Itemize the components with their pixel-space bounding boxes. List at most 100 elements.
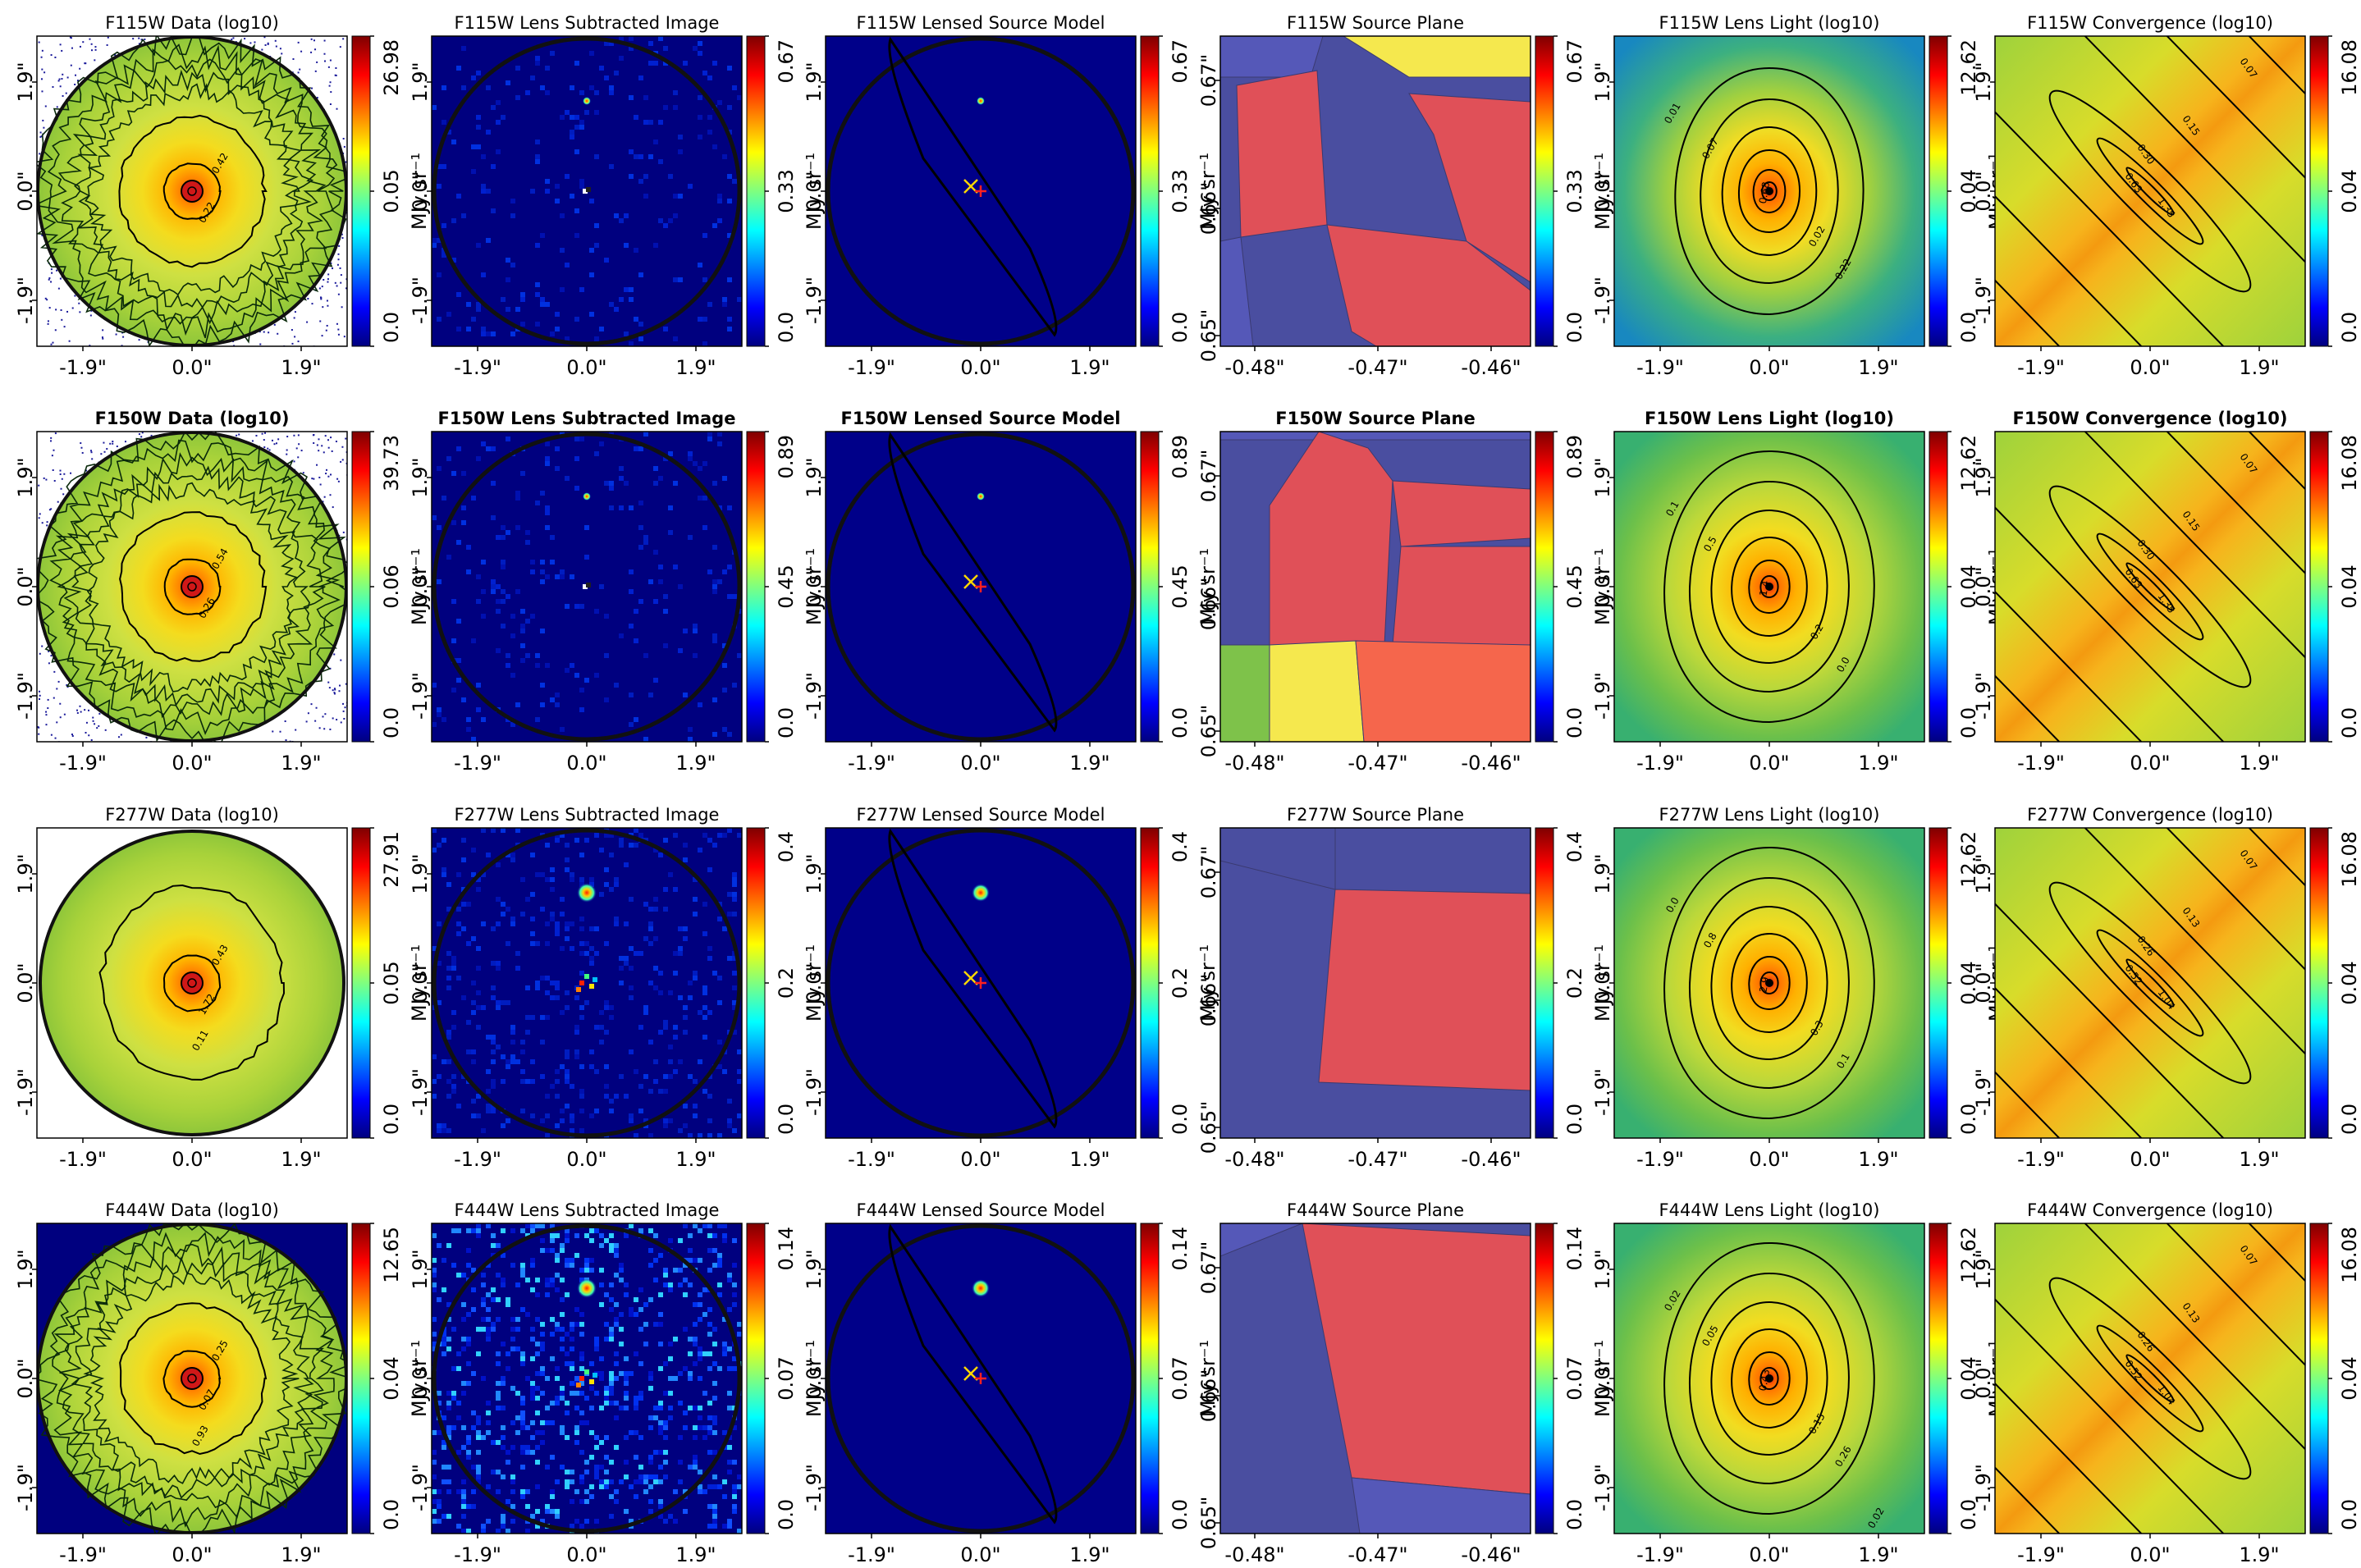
- panel-f115w-source: F115W Source Plane -0.48" -0.47" -0.46" 0.67…: [1197, 13, 1614, 379]
- contour-line: [2166, 828, 2305, 971]
- colorbar: [1535, 35, 1554, 347]
- lensed-image-spot: [977, 97, 985, 105]
- contour: [119, 1302, 268, 1456]
- panel-f444w-lenslight: 0.020.050.150.260.430.02 F444W Lens Light…: [1591, 1200, 2008, 1566]
- mask-circle: [432, 432, 742, 742]
- source-cell: [1220, 828, 1336, 890]
- contour-line: [2084, 828, 2305, 1055]
- y-tick-label: 1.9": [1591, 457, 1614, 497]
- colorbar-tick-label: 0.45: [775, 565, 798, 608]
- panel-f150w-lenslight: 0.10.50.20.01.4 F150W Lens Light (log10) -…: [1591, 409, 2008, 775]
- contour-ellipse: [2048, 485, 2252, 688]
- y-tick-label: 0.0": [409, 962, 432, 1003]
- source-cell: [1326, 224, 1531, 346]
- panel-f150w-convergence: 0.070.150.300.631.35 F150W Convergence (l…: [1972, 409, 2361, 775]
- contour-line: [1995, 111, 2225, 346]
- colorbar-unit-label: MJy sr⁻¹: [1197, 1340, 1219, 1417]
- y-tick-label: 0.0": [14, 1358, 37, 1398]
- colorbar-tick-label: 0.05: [380, 961, 403, 1004]
- contour-label: 0.43: [1757, 1369, 1772, 1392]
- convergence-map: [1995, 36, 2305, 346]
- contour-line: [1995, 279, 2061, 346]
- colorbar-tick-label: 0.04: [1957, 961, 1980, 1004]
- panel-title: F444W Lens Light (log10): [1659, 1200, 1880, 1220]
- colorbar: [2309, 1223, 2329, 1534]
- colorbar-tick-label: 0.0: [775, 707, 798, 738]
- panel-image: [1220, 432, 1531, 742]
- x-tick-label: 1.9": [675, 752, 716, 775]
- galaxy-core: [181, 1367, 204, 1390]
- y-tick-label: 0.67": [1197, 54, 1220, 107]
- y-tick-label: 0.0": [1591, 1358, 1614, 1398]
- contour-line: [2248, 432, 2305, 491]
- panel-title: F150W Data (log10): [95, 409, 290, 428]
- colorbar-tick-label: 0.67: [1563, 39, 1586, 83]
- panel-title: F444W Convergence (log10): [2027, 1200, 2273, 1220]
- y-tick-label: 1.9": [1591, 853, 1614, 894]
- isophote: [1759, 1366, 1779, 1391]
- mask-circle: [432, 1223, 742, 1534]
- contour-line: [1995, 1466, 2061, 1534]
- panel-f277w-residual: F277W Lens Subtracted Image -1.9" 0.0" 1.9"…: [409, 805, 826, 1171]
- contour-ellipse: [2096, 1324, 2204, 1433]
- x-tick-label: -1.9": [848, 356, 895, 379]
- residual-core: [583, 187, 591, 194]
- pixel-noise: [432, 828, 742, 1138]
- y-tick-label: 1.9": [803, 853, 826, 894]
- isophote: [1663, 846, 1875, 1120]
- panel-f277w-source: F277W Source Plane -0.48" -0.47" -0.46" 0.67…: [1197, 805, 1614, 1171]
- noisy-contours: [37, 36, 347, 346]
- isophotes: [1663, 1241, 1875, 1515]
- contour-ellipse: [2048, 881, 2252, 1085]
- x-tick-label: -0.48": [1224, 752, 1284, 775]
- colorbar-tick-label: 0.04: [380, 1356, 403, 1400]
- panel-title: F115W Lensed Source Model: [857, 13, 1105, 33]
- x-tick-label: 1.9": [2239, 1148, 2279, 1171]
- contour-line: [1995, 194, 2143, 346]
- x-tick-label: 1.9": [1069, 356, 1110, 379]
- x-tick-label: -1.9": [2017, 1148, 2065, 1171]
- colorbar-tick-label: 0.0: [1957, 1104, 1980, 1135]
- colorbar: [746, 431, 766, 743]
- colorbar-tick-label: 0.2: [1563, 967, 1586, 999]
- x-tick-label: 0.0": [2130, 356, 2170, 379]
- panel-image: [1220, 828, 1531, 1138]
- panel-title: F444W Lens Subtracted Image: [455, 1200, 720, 1220]
- y-tick-label: -1.9": [803, 1464, 826, 1511]
- x-tick-label: -0.46": [1461, 752, 1521, 775]
- lensed-image-spot: [577, 1278, 597, 1298]
- y-tick-label: 0.0": [1591, 962, 1614, 1003]
- x-tick-label: 0.0": [960, 1148, 1000, 1171]
- isophote: [1688, 876, 1850, 1090]
- colorbar: [1140, 827, 1160, 1139]
- y-tick-label: 1.9": [803, 457, 826, 497]
- panel-image: 0.431.720.11: [37, 828, 347, 1138]
- contour-line: [1995, 1071, 2061, 1138]
- contour-label: 0.68: [1757, 181, 1772, 205]
- colorbar-tick-label: 0.4: [775, 831, 798, 862]
- panel-f115w-convergence: 0.070.150.300.631.35 F115W Convergence (l…: [1972, 13, 2361, 379]
- y-tick-label: -1.9": [803, 1068, 826, 1116]
- panel-frame: [1219, 827, 1531, 1139]
- convergence-map: [1995, 432, 2305, 742]
- panel-image: [432, 36, 742, 346]
- x-tick-label: -0.48": [1224, 356, 1284, 379]
- source-position-marker: [963, 1366, 978, 1381]
- panel-f115w-data: 0.420.22 F115W Data (log10) -1.9" 0.0" 1.9" 1…: [14, 13, 431, 379]
- galaxy-core: [181, 575, 204, 598]
- isophote: [1761, 181, 1778, 202]
- mask-circle: [826, 828, 1136, 1138]
- y-tick-label: 1.9": [1972, 457, 1995, 497]
- x-tick-label: 0.0": [172, 752, 212, 775]
- x-tick-label: -1.9": [2017, 752, 2065, 775]
- y-tick-label: 1.9": [803, 62, 826, 102]
- y-tick-label: -1.9": [1972, 1068, 1995, 1116]
- colorbar: [746, 35, 766, 347]
- panel-f444w-convergence: 0.070.130.260.521.04 F444W Convergence (l…: [1972, 1200, 2361, 1566]
- panel-f277w-lenslight: 0.00.80.30.12.9 F277W Lens Light (log10) -…: [1591, 805, 2008, 1171]
- panel-title: F150W Lens Subtracted Image: [438, 409, 736, 428]
- source-cells: [1220, 36, 1531, 346]
- panel-image: [432, 1223, 742, 1534]
- contour-line: [1995, 590, 2143, 742]
